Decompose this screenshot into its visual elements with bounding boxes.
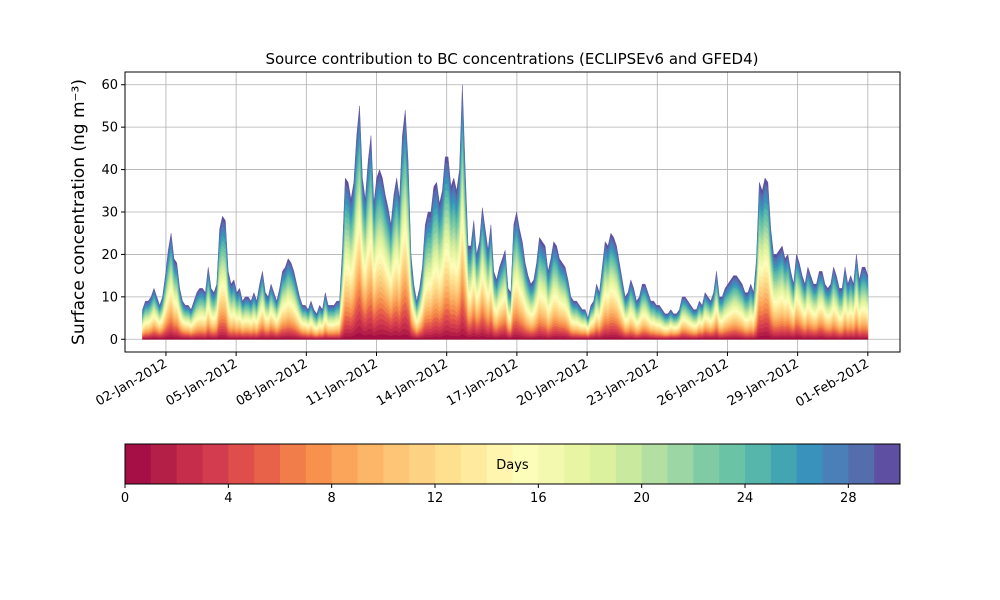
- colorbar-swatch: [486, 444, 513, 484]
- stacked-areas: [142, 84, 869, 340]
- colorbar-swatch: [280, 444, 307, 484]
- x-tick-label: 29-Jan-2012: [725, 356, 802, 409]
- colorbar-swatch: [796, 444, 823, 484]
- colorbar-swatch: [357, 444, 384, 484]
- grid-lines: [125, 72, 900, 352]
- x-tick-label: 02-Jan-2012: [93, 356, 170, 409]
- colorbar-tick-label: 16: [530, 491, 547, 506]
- y-axis: 0 10 20 30 40 50 60: [101, 78, 125, 348]
- x-tick-label: 23-Jan-2012: [585, 356, 662, 409]
- colorbar-tick-label: 20: [633, 491, 650, 506]
- colorbar-swatch: [615, 444, 643, 484]
- y-axis-label: Surface concentration (ng m⁻³): [69, 79, 89, 345]
- colorbar-tick-label: 4: [224, 491, 232, 506]
- colorbar-swatch: [150, 444, 178, 484]
- colorbar-swatch: [383, 444, 410, 484]
- colorbar-swatch: [202, 444, 229, 484]
- x-tick-label: 26-Jan-2012: [655, 356, 732, 409]
- colorbar-tick-label: 0: [121, 491, 129, 506]
- colorbar-tick-label: 24: [737, 491, 754, 506]
- colorbar-swatch: [693, 444, 720, 484]
- colorbar-frame: [124, 443, 901, 485]
- colorbar-swatch: [641, 444, 668, 484]
- colorbar-swatch: [460, 444, 488, 484]
- y-tick-label: 10: [101, 290, 118, 305]
- colorbar-tick-label: 8: [328, 491, 336, 506]
- x-tick-label: 01-Feb-2012: [793, 356, 872, 410]
- x-tick-label: 08-Jan-2012: [234, 356, 311, 409]
- colorbar-tick-label: 28: [840, 491, 857, 506]
- colorbar-swatch: [667, 444, 694, 484]
- colorbar-tick-label: 12: [427, 491, 444, 506]
- colorbar-swatch: [538, 444, 565, 484]
- colorbar-swatch: [125, 444, 152, 484]
- colorbar-swatch: [564, 444, 591, 484]
- colorbar: 0 4 8 12 16 20 24 28 Days: [121, 443, 901, 506]
- y-tick-label: 60: [101, 78, 118, 93]
- colorbar-swatch: [409, 444, 436, 484]
- y-tick-label: 50: [101, 121, 118, 136]
- x-tick-label: 05-Jan-2012: [164, 356, 241, 409]
- area-band: [142, 332, 869, 340]
- colorbar-swatch: [745, 444, 772, 484]
- x-tick-label: 11-Jan-2012: [304, 356, 381, 409]
- colorbar-swatch: [305, 444, 333, 484]
- x-axis: 02-Jan-201205-Jan-201208-Jan-201211-Jan-…: [93, 352, 872, 410]
- colorbar-swatch: [228, 444, 255, 484]
- x-tick-label: 14-Jan-2012: [374, 356, 451, 409]
- colorbar-swatch: [590, 444, 617, 484]
- colorbar-swatch: [719, 444, 746, 484]
- x-tick-label: 20-Jan-2012: [514, 356, 591, 409]
- y-tick-label: 40: [101, 163, 118, 178]
- colorbar-swatch: [435, 444, 462, 484]
- colorbar-swatch: [874, 444, 901, 484]
- colorbar-swatch: [254, 444, 281, 484]
- colorbar-swatch: [331, 444, 358, 484]
- colorbar-swatch: [770, 444, 798, 484]
- colorbar-label: Days: [496, 458, 529, 473]
- colorbar-swatch: [848, 444, 875, 484]
- y-tick-label: 20: [101, 248, 118, 263]
- colorbar-swatch: [512, 444, 539, 484]
- y-tick-label: 0: [110, 333, 118, 348]
- chart-title: Source contribution to BC concentrations…: [265, 50, 758, 68]
- y-tick-label: 30: [101, 206, 118, 221]
- colorbar-swatch: [822, 444, 849, 484]
- colorbar-swatch: [176, 444, 203, 484]
- x-tick-label: 17-Jan-2012: [444, 356, 521, 409]
